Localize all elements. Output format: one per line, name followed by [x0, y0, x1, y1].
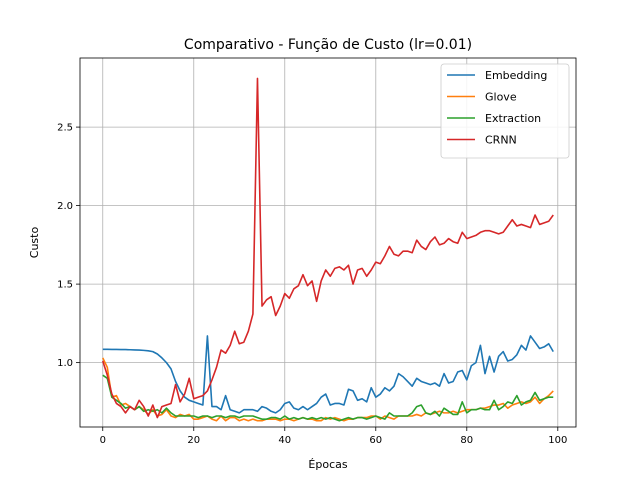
x-tick-label: 40: [278, 435, 291, 446]
x-tick-label: 60: [369, 435, 382, 446]
y-tick-label: 2.5: [57, 123, 73, 134]
y-tick-label: 1.5: [57, 280, 73, 291]
x-tick-label: 20: [187, 435, 200, 446]
x-tick-label: 80: [460, 435, 473, 446]
y-tick-label: 2.0: [57, 201, 73, 212]
legend: Embedding Glove Extraction CRNN: [441, 64, 569, 158]
legend-label-embedding: Embedding: [485, 69, 547, 82]
y-tick-label: 1.0: [57, 358, 73, 369]
x-axis-label: Épocas: [308, 458, 347, 471]
chart-title: Comparativo - Função de Custo (lr=0.01): [184, 37, 472, 53]
y-axis-label: Custo: [28, 227, 41, 259]
legend-label-glove: Glove: [485, 91, 517, 104]
legend-label-crnn: CRNN: [485, 134, 517, 147]
x-tick-label: 0: [100, 435, 106, 446]
x-tick-label: 100: [548, 435, 567, 446]
legend-label-extraction: Extraction: [485, 112, 541, 125]
